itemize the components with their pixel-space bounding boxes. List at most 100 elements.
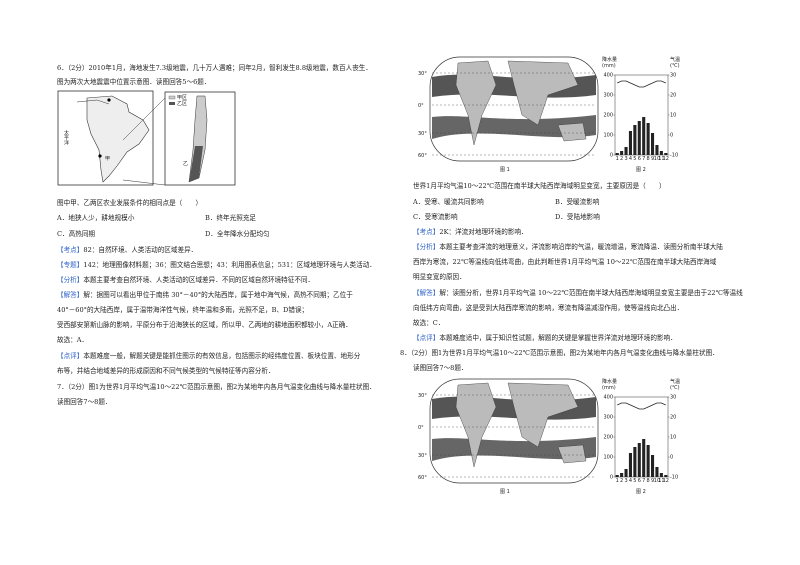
precip-bar xyxy=(633,447,637,477)
text-line: 西岸为寒流，22℃等温线向低纬弯曲，由此判断世界1月平均气温 10～22℃范围在… xyxy=(413,258,717,266)
epicenter xyxy=(98,154,102,158)
x-tick-label: 5 xyxy=(633,478,636,484)
text-line: 8．（2分）图1为世界1月平均气温10～22℃范围示意图，图2为某地年内各月气温… xyxy=(400,349,719,357)
axis-unit: (mm) xyxy=(602,385,616,391)
x-tick-label: 2 xyxy=(620,478,623,484)
note-tag: 【解答】 xyxy=(413,289,440,297)
note: 【分析】本题主要考查自然环境、人类活动的区域差异．不同的区域自然环境特征不同． xyxy=(57,276,314,284)
figure-pair: 30°0°30°60°图 1降水量(mm)气温(℃)40030020010003… xyxy=(418,56,680,173)
x-tick-label: 6 xyxy=(638,156,641,162)
note-tag: 【专题】 xyxy=(57,261,84,269)
figure-caption: 图 1 xyxy=(500,167,510,173)
text-line: 读图回答7～8题． xyxy=(57,398,112,406)
precip-bar xyxy=(655,467,659,477)
text-line: 7．（2分）图1为世界1月平均气温10～22℃范围示意图，图2为某地年内各月气温… xyxy=(57,383,376,391)
x-tick-label: 1 xyxy=(616,156,619,162)
text-line: 图中甲、乙两区农业发展条件的相同点是（ ） xyxy=(57,199,203,207)
option: A．受寒、暖流共同影响 xyxy=(413,198,484,206)
precip-bar xyxy=(646,445,650,477)
connector xyxy=(122,179,166,186)
connector xyxy=(122,97,166,141)
precip-bar xyxy=(615,475,619,477)
temp-line xyxy=(617,80,666,88)
note-text: 本题主要考查洋流的地理意义，洋流影响沿岸的气温，暖流增温，寒流降温．读图分析南半… xyxy=(439,243,723,251)
note: 【分析】本题主要考查洋流的地理意义，洋流影响沿岸的气温，暖流增温，寒流降温．读图… xyxy=(413,243,723,251)
y2-tick-label: 30 xyxy=(670,73,676,79)
note: 【考点】2K：洋流对地理环境的影响． xyxy=(413,228,528,236)
y2-tick-label: -10 xyxy=(670,153,678,159)
option: B．受暖流影响 xyxy=(555,198,600,206)
precip-bar xyxy=(615,153,619,155)
land xyxy=(557,122,587,142)
x-tick-label: 4 xyxy=(629,478,632,484)
note-tag: 【分析】 xyxy=(413,243,440,251)
precip-bar xyxy=(646,123,650,155)
y2-tick-label: 20 xyxy=(670,93,676,99)
note-text: 本题难度适中，属于知识性试题，解题的关键是掌握世界洋流对地理环境的影响． xyxy=(439,334,677,342)
note-tag: 【考点】 xyxy=(57,246,84,254)
precip-bar xyxy=(642,439,646,477)
note: 【解答】解：据图可以看出甲位于南纬 30°－40°的大陆西岸，属于地中海气候，高… xyxy=(57,291,353,299)
x-tick-label: 8 xyxy=(647,156,650,162)
axis-title: 降水量 xyxy=(602,378,617,385)
option: D．全年降水分配均匀 xyxy=(205,230,270,238)
text-line: 读图回答7～8题． xyxy=(413,364,468,372)
text-line: 明显变宽的原因． xyxy=(413,273,466,281)
precip-bar xyxy=(624,469,628,477)
option: D．受陆地影响 xyxy=(555,213,600,221)
y2-tick-label: 0 xyxy=(670,133,673,139)
latitude-label: 30° xyxy=(418,131,427,137)
x-tick-label: 12 xyxy=(663,156,669,162)
x-tick-label: 11 xyxy=(658,478,664,484)
note-tag: 【点评】 xyxy=(57,352,84,360)
figure-caption: 图 2 xyxy=(636,489,646,495)
precip-bar xyxy=(624,147,628,155)
note-tag: 【分析】 xyxy=(57,276,84,284)
x-tick-label: 3 xyxy=(624,478,627,484)
note: 【解答】解：读图分析，世界1月平均气温 10～22℃范围在南半球大陆西岸海域明显… xyxy=(413,289,743,297)
axis-title: 降水量 xyxy=(602,56,617,63)
option: C．高热同期 xyxy=(57,230,96,238)
y-tick-label: 100 xyxy=(603,133,613,139)
x-tick-label: 4 xyxy=(629,156,632,162)
latitude-label: 0° xyxy=(418,425,424,431)
latitude-label: 0° xyxy=(418,103,424,109)
precip-bar xyxy=(628,453,633,477)
legend-label: 甲区 xyxy=(177,95,187,101)
precip-bar xyxy=(637,121,641,155)
figure-caption: 图 2 xyxy=(636,167,646,173)
text-line: 故选：A． xyxy=(57,336,89,344)
latitude-label: 30° xyxy=(418,393,427,399)
y-tick-label: 200 xyxy=(603,435,613,441)
y-tick-label: 300 xyxy=(603,415,613,421)
figure-south-america: 太平洋 甲 甲区 乙区 乙 xyxy=(57,90,236,186)
axis-unit: (mm) xyxy=(602,63,616,69)
x-tick-label: 3 xyxy=(624,156,627,162)
option: A．地狭人少，耕地规模小 xyxy=(57,214,135,222)
y2-tick-label: -10 xyxy=(670,475,678,481)
note-text: 解：读图分析，世界1月平均气温 10～22℃范围在南半球大陆西岸海域明显变宽主要… xyxy=(439,289,743,297)
note-text: 本题难度一般，解题关键是能抓住图示的有效信息，包括图示的经纬度位置、板块位置、地… xyxy=(83,352,361,360)
land xyxy=(455,60,497,146)
y2-tick-label: 30 xyxy=(670,395,676,401)
precip-bar xyxy=(659,473,663,477)
x-tick-label: 9 xyxy=(651,156,654,162)
figure-pair: 30°0°30°60°图 1降水量(mm)气温(℃)40030020010003… xyxy=(418,378,680,495)
figure-caption: 图 1 xyxy=(500,489,510,495)
precip-bar xyxy=(650,133,655,155)
note-tag: 【点评】 xyxy=(413,334,440,342)
latitude-label: 60° xyxy=(418,475,427,481)
note-tag: 【考点】 xyxy=(413,228,440,236)
axis-unit: (℃) xyxy=(670,385,680,391)
precip-bar xyxy=(650,455,655,477)
note-text: 142：地理图像材料题；36：图文结合思想；43：利用图表信息；531：区域地理… xyxy=(83,261,376,269)
note-tag: 【解答】 xyxy=(57,291,84,299)
x-tick-label: 7 xyxy=(642,156,645,162)
note: 【点评】本题难度适中，属于知识性试题，解题的关键是掌握世界洋流对地理环境的影响． xyxy=(413,334,677,342)
y-tick-label: 0 xyxy=(610,153,613,159)
epicenter xyxy=(107,98,111,102)
region-label: 甲 xyxy=(105,156,110,162)
note-text: 82：自然环境、人类活动的区域差异． xyxy=(83,246,198,254)
y-tick-label: 100 xyxy=(603,455,613,461)
